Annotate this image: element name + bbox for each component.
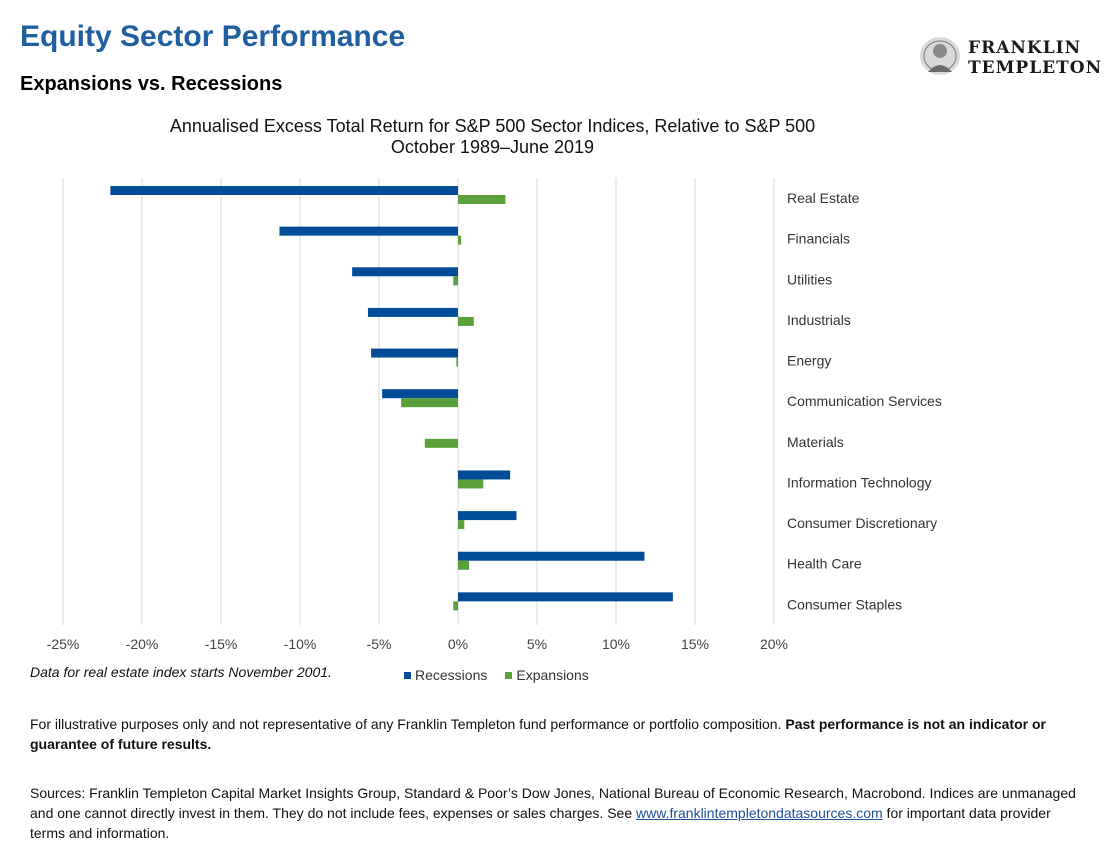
category-label-10: Consumer Staples: [787, 596, 902, 612]
bar-recessions-7: [458, 470, 511, 480]
x-tick-label-5: 0%: [448, 636, 468, 652]
bar-recessions-2: [352, 267, 458, 277]
x-tick-label-1: -20%: [126, 636, 159, 652]
x-tick-label-9: 20%: [760, 636, 788, 652]
disclaimer: For illustrative purposes only and not r…: [30, 714, 1080, 754]
bar-recessions-0: [110, 186, 459, 195]
sources-text: Sources: Franklin Templeton Capital Mark…: [30, 785, 1076, 821]
disclaimer-text: For illustrative purposes only and not r…: [30, 716, 786, 732]
bar-expansions-8: [458, 520, 465, 530]
x-tick-label-6: 5%: [527, 636, 547, 652]
x-tick-label-0: -25%: [47, 636, 80, 652]
category-label-5: Communication Services: [787, 393, 942, 409]
bar-expansions-4: [456, 357, 458, 367]
category-label-9: Health Care: [787, 556, 862, 572]
category-label-7: Information Technology: [787, 474, 932, 490]
bar-expansions-10: [453, 601, 458, 611]
franklin-portrait-icon: [920, 37, 960, 75]
category-label-6: Materials: [787, 434, 844, 450]
x-tick-label-3: -10%: [284, 636, 317, 652]
page-title: Equity Sector Performance: [20, 20, 406, 53]
chart-subtitle: October 1989–June 2019: [390, 137, 595, 157]
x-tick-label-8: 15%: [681, 636, 709, 652]
bar-expansions-9: [458, 560, 470, 570]
x-tick-label-2: -15%: [205, 636, 238, 652]
page-subtitle: Expansions vs. Recessions: [20, 73, 283, 95]
bar-recessions-5: [382, 389, 458, 399]
logo-line-1: FRANKLIN: [968, 38, 1082, 58]
category-label-2: Utilities: [787, 271, 832, 287]
sources-text-end: for important data provider terms and in…: [30, 805, 1051, 841]
bar-expansions-0: [458, 195, 506, 204]
bar-recessions-10: [458, 592, 673, 602]
bar-expansions-7: [458, 479, 484, 489]
legend-swatch-recessions: [404, 671, 411, 679]
chart-title: Annualised Excess Total Return for S&P 5…: [169, 116, 816, 136]
bar-recessions-1: [279, 226, 458, 236]
sector-bar-chart: -25% -20% -15% -10% -5% 0% 5% 10% 15% 20% Real Est…: [47, 178, 942, 652]
x-tick-label-4: -5%: [367, 636, 392, 652]
chart-footnote: Data for real estate index starts Novemb…: [30, 664, 332, 680]
disclaimer-bold: Past performance is not an indicator or …: [30, 716, 1046, 752]
category-label-0: Real Estate: [787, 190, 860, 206]
legend-item-recessions: Recessions: [404, 667, 487, 683]
bar-recessions-8: [458, 511, 517, 521]
chart-legend: Recessions Expansions: [404, 667, 589, 683]
legend-swatch-expansions: [505, 671, 513, 679]
sources: Sources: Franklin Templeton Capital Mark…: [30, 783, 1080, 843]
category-label-3: Industrials: [787, 312, 851, 328]
category-label-4: Energy: [787, 353, 831, 369]
category-label-8: Consumer Discretionary: [787, 515, 937, 531]
category-label-1: Financials: [787, 231, 850, 247]
bar-expansions-6: [424, 438, 458, 448]
x-tick-label-7: 10%: [602, 636, 630, 652]
bar-expansions-3: [458, 316, 474, 326]
bar-recessions-4: [371, 348, 458, 358]
bar-recessions-9: [458, 551, 645, 561]
bar-expansions-5: [401, 398, 458, 408]
bar-expansions-1: [458, 235, 462, 245]
legend-item-expansions: Expansions: [505, 667, 589, 683]
franklin-templeton-logo: FRANKLIN TEMPLETON: [918, 36, 1101, 78]
legend-label-recessions: Recessions: [415, 667, 488, 683]
bar-expansions-2: [453, 276, 458, 286]
logo-line-2: TEMPLETON: [968, 58, 1103, 78]
legend-label-expansions: Expansions: [516, 667, 589, 683]
bar-recessions-3: [367, 307, 458, 317]
data-sources-link[interactable]: www.franklintempletondatasources.com: [636, 805, 883, 821]
